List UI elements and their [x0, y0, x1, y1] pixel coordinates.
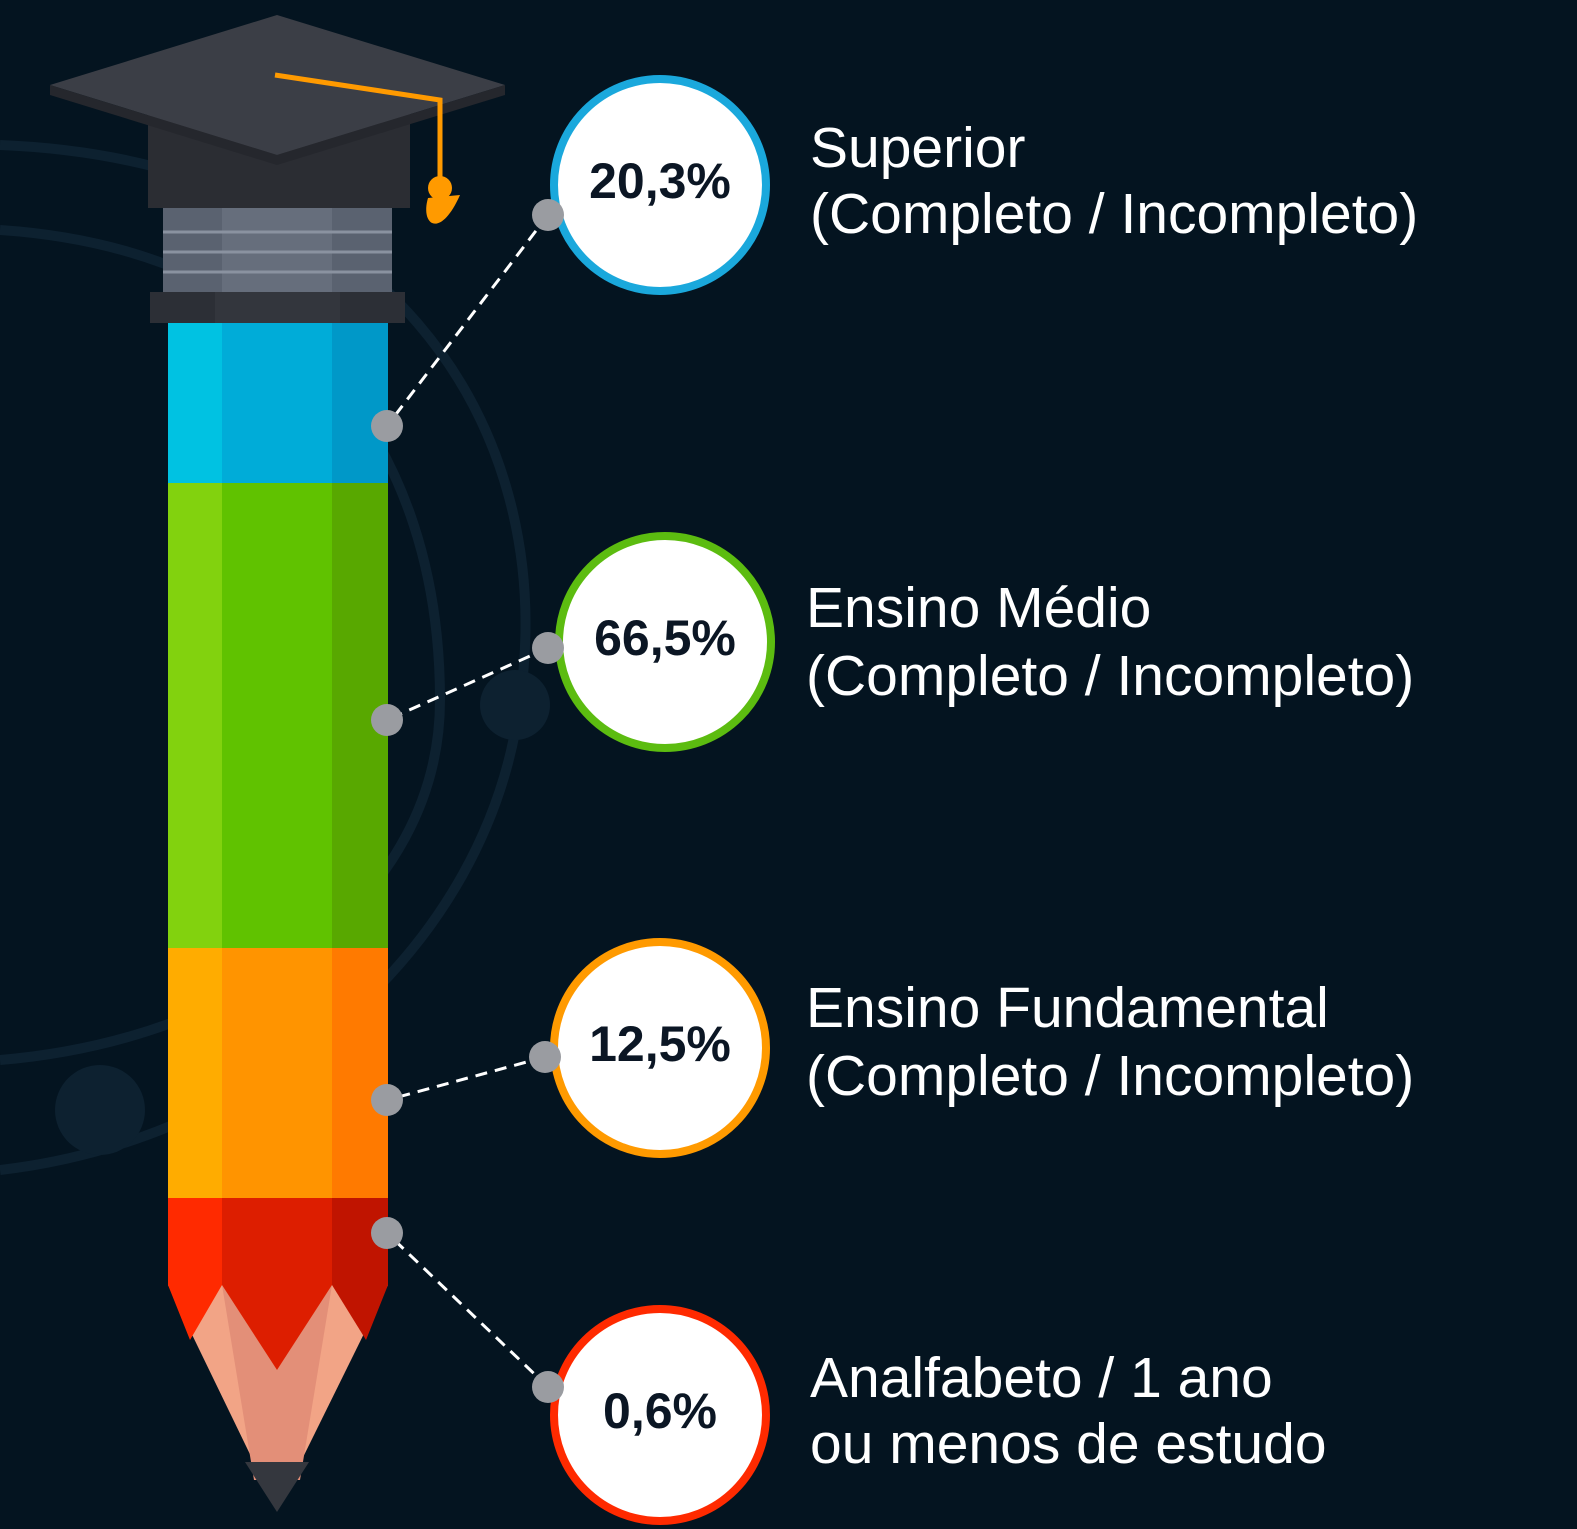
dot: [532, 1371, 564, 1403]
label-line: Analfabeto / 1 ano: [810, 1346, 1273, 1410]
dot: [371, 704, 403, 736]
percentage: 12,5%: [589, 1016, 731, 1072]
dot: [371, 1217, 403, 1249]
label-line: (Completo / Incompleto): [810, 182, 1418, 246]
dot: [371, 410, 403, 442]
dot: [529, 1041, 561, 1073]
label-line: (Completo / Incompleto): [806, 1044, 1414, 1108]
label-line: Ensino Fundamental: [806, 976, 1329, 1040]
dot: [532, 632, 564, 664]
infographic: 20,3%Superior(Completo / Incompleto)66,5…: [0, 0, 1577, 1529]
label-line: Ensino Médio: [806, 576, 1151, 640]
pencil: [150, 208, 405, 1512]
label-line: (Completo / Incompleto): [806, 644, 1414, 708]
label-line: ou menos de estudo: [810, 1412, 1327, 1476]
percentage: 20,3%: [589, 153, 731, 209]
percentage: 66,5%: [594, 610, 736, 666]
label-line: Superior: [810, 116, 1025, 180]
dot: [371, 1084, 403, 1116]
dot: [532, 199, 564, 231]
percentage: 0,6%: [603, 1383, 717, 1439]
